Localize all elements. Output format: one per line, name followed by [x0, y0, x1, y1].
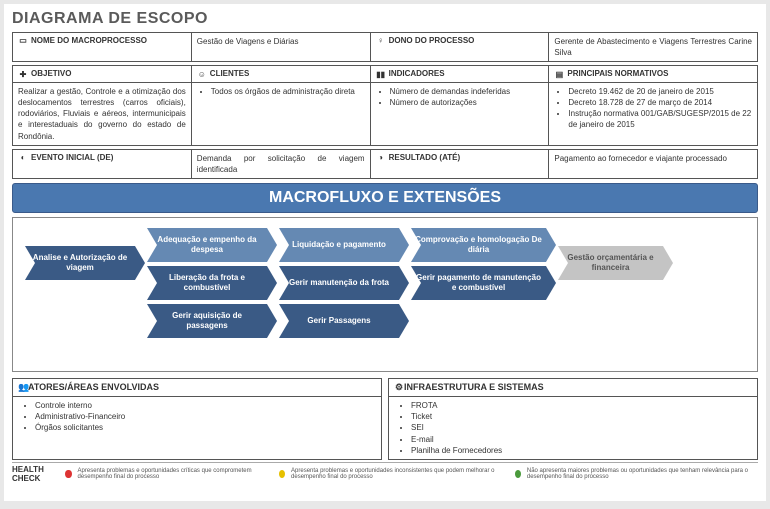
- list-item: Decreto 19.462 de 20 de janeiro de 2015: [568, 86, 752, 97]
- flow-step-manutencao-frota: Gerir manutenção da frota: [279, 266, 399, 300]
- owner-value: Gerente de Abastecimento e Viagens Terre…: [549, 33, 758, 62]
- people-icon: 👥: [18, 382, 28, 393]
- health-dot-green: [515, 470, 521, 478]
- owner-label: DONO DO PROCESSO: [389, 36, 475, 45]
- flow-container: Analise e Autorização de viagem Adequaçã…: [12, 217, 758, 372]
- objetivo-label: OBJETIVO: [31, 69, 71, 78]
- resultado-label: RESULTADO (ATÉ): [389, 153, 461, 162]
- flow-step-comprovacao: Comprovação e homologação De diária: [411, 228, 546, 262]
- panel-atores: 👥ATORES/ÁREAS ENVOLVIDAS Controle intern…: [12, 378, 382, 460]
- resultado-value: Pagamento ao fornecedor e viajante proce…: [549, 149, 758, 178]
- indicadores-label: INDICADORES: [389, 69, 445, 78]
- panel-infra: ⚙INFRAESTRUTURA E SISTEMAS FROTATicketSE…: [388, 378, 758, 460]
- list-item: FROTA: [411, 400, 749, 411]
- list-item: Número de demandas indeferidas: [390, 86, 544, 97]
- list-item: Planilha de Fornecedores: [411, 445, 749, 456]
- page-title: DIAGRAMA DE ESCOPO: [12, 10, 758, 28]
- banner-macrofluxo: MACROFLUXO E EXTENSÕES: [12, 183, 758, 213]
- atores-list: Controle internoAdministrativo-Financeir…: [21, 400, 373, 434]
- normativos-list: Decreto 19.462 de 20 de janeiro de 2015D…: [554, 86, 752, 131]
- smile-icon: ☺: [197, 70, 207, 79]
- list-item: Administrativo-Financeiro: [35, 411, 373, 422]
- row-four-cols: ✚OBJETIVO ☺CLIENTES ▮▮INDICADORES ▤PRINC…: [12, 65, 758, 145]
- chart-icon: ▮▮: [376, 70, 386, 79]
- flow-step-liberacao: Liberação da frota e combustível: [147, 266, 267, 300]
- row-evento-resultado: ◐EVENTO INICIAL (DE) Demanda por solicit…: [12, 149, 758, 179]
- play-icon: ◐: [18, 153, 28, 162]
- health-red-text: Apresenta problemas e oportunidades crít…: [78, 468, 273, 480]
- health-grn-text: Não apresenta maiores problemas ou oport…: [527, 468, 758, 480]
- list-item: E-mail: [411, 434, 749, 445]
- macro-value: Gestão de Viagens e Diárias: [191, 33, 370, 62]
- gear-icon: ⚙: [394, 382, 404, 393]
- flow-step-gerir-passagens: Gerir Passagens: [279, 304, 399, 338]
- health-dot-red: [65, 470, 71, 478]
- evento-value: Demanda por solicitação de viagem identi…: [191, 149, 370, 178]
- stop-icon: ◑: [376, 153, 386, 162]
- person-icon: ♀: [376, 36, 386, 45]
- infra-label: INFRAESTRUTURA E SISTEMAS: [404, 382, 544, 392]
- list-item: Decreto 18.728 de 27 de março de 2014: [568, 97, 752, 108]
- health-yel-text: Apresenta problemas e oportunidades inco…: [291, 468, 509, 480]
- macro-label: NOME DO MACROPROCESSO: [31, 36, 147, 45]
- atores-label: ATORES/ÁREAS ENVOLVIDAS: [28, 382, 159, 392]
- evento-label: EVENTO INICIAL (DE): [31, 153, 113, 162]
- list-item: Controle interno: [35, 400, 373, 411]
- target-icon: ✚: [18, 70, 28, 79]
- flow-step-adequacao: Adequação e empenho da despesa: [147, 228, 267, 262]
- list-item: Todos os órgãos de administração direta: [211, 86, 365, 97]
- list-item: Número de autorizações: [390, 97, 544, 108]
- flow-step-aquisicao: Gerir aquisição de passagens: [147, 304, 267, 338]
- health-label: HEALTH CHECK: [12, 465, 59, 483]
- list-item: SEI: [411, 422, 749, 433]
- list-item: Ticket: [411, 411, 749, 422]
- infra-list: FROTATicketSEIE-mailPlanilha de Forneced…: [397, 400, 749, 456]
- indicadores-list: Número de demandas indeferidasNúmero de …: [376, 86, 544, 108]
- list-item: Instrução normativa 001/GAB/SUGESP/2015 …: [568, 108, 752, 130]
- paper-icon: ▤: [554, 70, 564, 79]
- normativos-label: PRINCIPAIS NORMATIVOS: [567, 69, 668, 78]
- objetivo-body: Realizar a gestão, Controle e a otimizaç…: [13, 82, 192, 145]
- flow-step-analise: Analise e Autorização de viagem: [25, 246, 135, 280]
- flow-step-liquidacao: Liquidação e pagamento: [279, 228, 399, 262]
- flow-step-pagamento-manut: Gerir pagamento de manutenção e combustí…: [411, 266, 546, 300]
- health-check-bar: HEALTH CHECK Apresenta problemas e oport…: [12, 462, 758, 483]
- health-dot-yellow: [279, 470, 285, 478]
- list-item: Órgãos solicitantes: [35, 422, 373, 433]
- doc-icon: ▭: [18, 36, 28, 45]
- flow-step-gestao-orcamentaria: Gestão orçamentária e financeira: [558, 246, 663, 280]
- clientes-list: Todos os órgãos de administração direta: [197, 86, 365, 97]
- clientes-label: CLIENTES: [210, 69, 250, 78]
- row-macro-owner: ▭NOME DO MACROPROCESSO Gestão de Viagens…: [12, 32, 758, 62]
